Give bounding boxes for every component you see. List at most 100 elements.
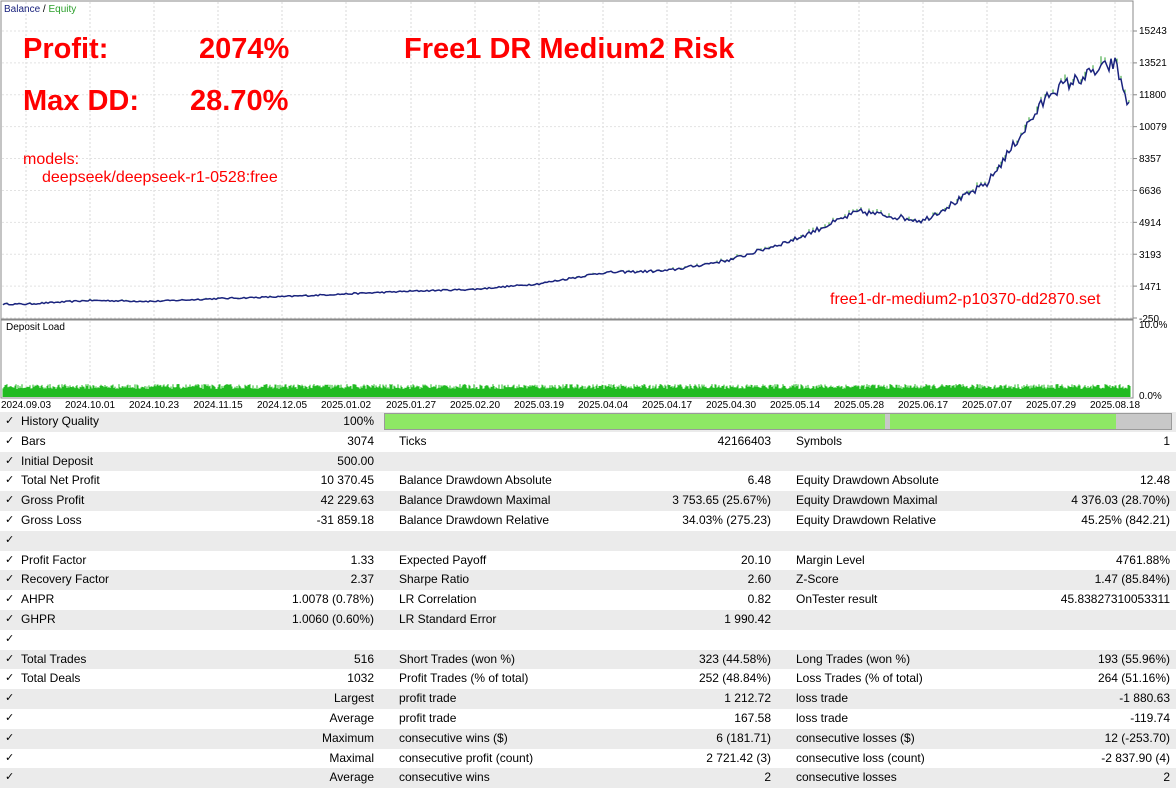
x-tick-label: 2024.10.01 [64,400,116,411]
stat-value-col2: 2 [764,770,771,785]
stat-label-col2: consecutive wins ($) [399,730,508,745]
stat-label-col3: Equity Drawdown Relative [796,513,937,527]
y-tick-label: 4914 [1139,218,1162,229]
stat-label-col1: Gross Profit [21,493,85,508]
stat-value-col3 [960,452,1170,472]
table-row: ✓ Initial Deposit 500.00 [0,451,1176,472]
y-tick-label: 1471 [1139,282,1162,293]
stat-label-col2: consecutive profit (count) [399,750,534,765]
history-quality-row: ✓ History Quality 100% [0,412,1176,432]
check-icon: ✓ [5,692,15,705]
stat-label-col1: Average [329,770,374,785]
stat-value-col1: 1.0060 (0.60%) [291,612,374,626]
table-row: ✓ Total Deals 1032 Profit Trades (% of tota… [0,669,1176,689]
check-icon: ✓ [5,771,15,784]
stat-value-col1: 1032 [347,671,374,686]
stat-label-col1: Maximal [329,750,374,765]
check-icon: ✓ [5,632,15,645]
stat-label-col1: Bars [21,433,46,448]
stat-label-col1: Profit Factor [21,552,87,567]
y-tick-label: 10079 [1139,122,1167,133]
x-tick-label: 2025.01.02 [320,400,372,411]
stat-label-col3: Margin Level [796,552,865,567]
x-tick-label: 2025.03.19 [513,400,565,411]
legend-balance: Balance [4,4,41,15]
stat-label-col1: GHPR [21,612,56,626]
stat-value-col2: 3 753.65 (25.67%) [672,493,771,508]
stat-label-col2: consecutive wins [399,770,490,785]
stat-label-col2: Balance Drawdown Absolute [399,473,552,488]
stat-label-col3: Loss Trades (% of total) [796,671,923,686]
check-icon: ✓ [5,494,15,507]
x-tick-label: 2025.04.30 [705,400,757,411]
stat-value-col2 [560,452,771,472]
x-tick-label: 2025.04.04 [577,400,629,411]
stat-value-col3: 1.47 (85.84%) [1094,572,1170,587]
check-icon: ✓ [5,712,15,724]
profit-label: Profit: [23,33,109,65]
stat-value-col2: 20.10 [740,552,771,567]
quality-fill-right [890,414,1116,429]
stat-value-col3: -119.74 [1130,711,1170,725]
x-tick-label: 2025.06.17 [897,400,949,411]
stat-label-col2: profit trade [399,711,457,725]
y-tick-label: 3193 [1139,250,1162,261]
stat-label-col3: Equity Drawdown Maximal [796,493,938,508]
stat-value-col1: 3074 [347,433,374,448]
stat-value-col3: 12.48 [1139,473,1170,488]
stat-value-col2: 6.48 [747,473,771,488]
stat-label-col3: consecutive losses ($) [796,730,915,745]
stat-label-col1: Largest [333,691,374,706]
stat-value-col2: 1 212.72 [724,691,771,706]
stat-label-col2: profit trade [399,691,457,706]
check-icon: ✓ [5,652,15,665]
stat-value-col2: 42166403 [717,433,771,448]
check-icon: ✓ [5,454,15,467]
table-row: ✓ Maximum consecutive wins ($) 6 (181.71) co… [0,728,1176,749]
stat-label-col2: LR Standard Error [399,612,497,626]
check-icon: ✓ [5,731,15,744]
stat-label-col3: OnTester result [796,592,878,607]
models-label: models: [23,151,80,168]
stat-label-col1: Initial Deposit [21,453,94,468]
balance-line [2,57,1130,306]
stat-value-col1: 500.00 [337,453,374,468]
check-icon: ✓ [5,553,15,566]
x-tick-label: 2025.01.27 [385,400,437,411]
check-icon: ✓ [5,474,15,487]
stat-label-col3: Long Trades (won %) [796,651,911,666]
y-tick-label: 13521 [1139,58,1167,69]
stat-label-col3: Z-Score [796,572,839,587]
table-row: ✓ Average profit trade 167.58 loss trade -119… [0,709,1176,729]
check-icon: ✓ [5,672,15,685]
stat-label-col3: Symbols [796,433,843,448]
stat-value-col1: 1.33 [350,552,374,567]
stat-value-col3: 12 (-253.70) [1104,730,1170,745]
chart-legend: Balance / Equity [4,4,76,16]
check-icon: ✓ [5,573,15,586]
chart-canvas [0,0,1137,399]
y-tick-label: 6636 [1139,186,1162,197]
stat-label-col2: LR Correlation [399,592,477,607]
stat-value-col2: 2.60 [747,572,771,587]
x-tick-label: 2025.04.17 [641,400,693,411]
stat-label-col3: consecutive losses [796,770,897,785]
stat-value-col1: 42 229.63 [320,493,374,508]
stat-label-col1: AHPR [21,592,55,607]
check-icon: ✓ [5,593,15,606]
table-row: ✓ AHPR 1.0078 (0.78%) LR Correlation 0.82 OnT… [0,590,1176,610]
stat-value-col3: 4761.88% [1115,552,1170,567]
stat-label-col1: Average [329,711,374,725]
set-file-name: free1-dr-medium2-p10370-dd2870.set [830,291,1101,308]
stat-label-col1: Recovery Factor [21,572,110,587]
statistics-table: ✓ History Quality 100% ✓ Bars 3074 Ticks 421… [0,412,1176,788]
x-tick-label: 2024.12.05 [256,400,308,411]
table-row: ✓ Maximal consecutive profit (count) 2 721.… [0,749,1176,769]
stat-label-col2: Profit Trades (% of total) [399,671,529,686]
stat-value-col3 [960,630,1170,650]
stat-label-col1 [21,531,221,551]
table-row: ✓ Bars 3074 Ticks 42166403 Symbols 1 [0,432,1176,452]
stat-value-col2: 2 721.42 (3) [706,750,771,765]
stat-value-col3: 4 376.03 (28.70%) [1071,493,1170,508]
stat-value-col1: 1.0078 (0.78%) [291,592,374,607]
